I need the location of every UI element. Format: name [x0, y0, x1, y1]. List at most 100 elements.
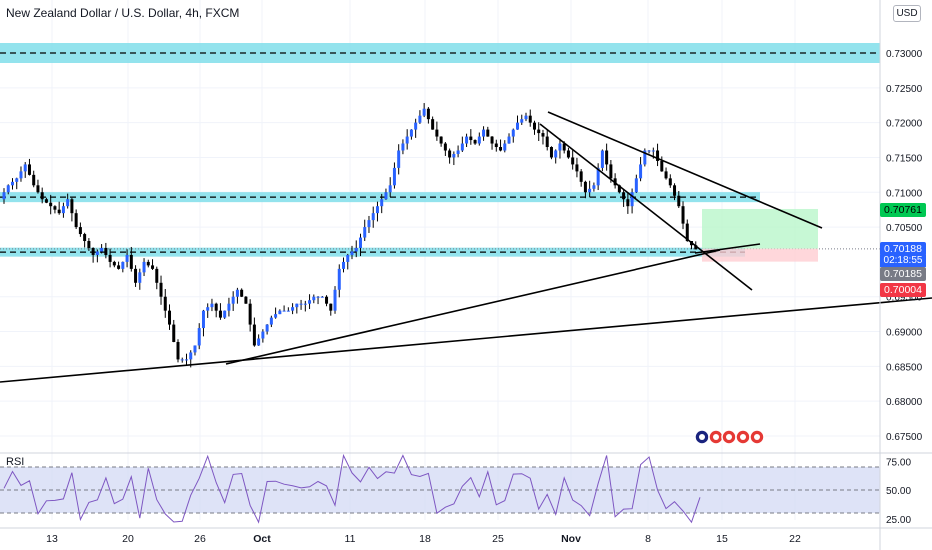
candle-body — [227, 303, 231, 311]
rsi-tick-label: 75.00 — [886, 457, 911, 468]
candle-body — [571, 157, 575, 165]
time-tick-label: 25 — [492, 533, 504, 545]
trendline — [547, 111, 823, 229]
rsi-label[interactable]: RSI — [6, 456, 25, 468]
candle-body — [600, 150, 604, 168]
candle-body — [308, 300, 312, 304]
economic-events[interactable] — [694, 429, 765, 445]
candle-body — [465, 136, 469, 144]
chart-title: New Zealand Dollar / U.S. Dollar, 4h, FX… — [6, 6, 240, 20]
candle-body — [36, 185, 40, 193]
candle-body — [83, 234, 87, 242]
candle-body — [558, 143, 562, 151]
candle-body — [23, 164, 27, 172]
candle-body — [520, 119, 524, 123]
candle-body — [286, 310, 290, 312]
candle-body — [549, 147, 553, 158]
currency-badge[interactable]: USD — [893, 5, 921, 22]
stop-price-tag: 0.70004 — [880, 283, 926, 297]
candle-body — [172, 324, 176, 342]
candle-body — [189, 352, 193, 360]
candle-body — [575, 164, 579, 172]
candle-body — [151, 265, 155, 269]
candle-body — [452, 153, 456, 158]
candle-body — [409, 129, 413, 137]
candle-body — [363, 227, 367, 238]
trendlines[interactable] — [0, 111, 932, 383]
rsi-band — [0, 467, 880, 513]
candle-body — [40, 192, 44, 200]
time-tick-label: 26 — [194, 533, 206, 545]
trendline — [539, 123, 753, 291]
last-price-tag: 0.70188 — [880, 242, 926, 256]
time-tick-label: Oct — [253, 533, 271, 545]
candle-body — [134, 268, 138, 283]
candle-body — [639, 164, 643, 179]
candle-body — [218, 310, 222, 318]
candle-body — [61, 206, 65, 214]
time-tick-label: 18 — [419, 533, 431, 545]
price-tick-label: 0.68000 — [886, 397, 923, 408]
candle-body — [325, 296, 329, 304]
candle-body — [516, 122, 520, 130]
candle-body — [312, 296, 316, 301]
candle-body — [528, 115, 532, 123]
price-tick-label: 0.71500 — [886, 153, 923, 164]
time-tick-label: 8 — [645, 533, 651, 545]
candle-body — [291, 307, 295, 311]
candle-body — [473, 140, 477, 144]
candle-body — [210, 303, 214, 308]
candle-body — [681, 206, 685, 224]
loss-zone — [702, 248, 818, 262]
candle-body — [6, 185, 10, 193]
candle-body — [439, 136, 443, 144]
candle-body — [486, 129, 490, 137]
candle-body — [545, 136, 549, 148]
candle-body — [112, 261, 116, 266]
candle-body — [125, 254, 129, 262]
trendline — [0, 297, 932, 383]
candle-body — [596, 167, 600, 186]
support-resistance-zones[interactable] — [0, 43, 880, 257]
candle-body — [511, 129, 515, 137]
candle-body — [44, 199, 48, 203]
rsi-pane[interactable] — [0, 452, 932, 524]
candle-body — [27, 164, 31, 175]
candle-body — [329, 303, 333, 311]
time-tick-label: 11 — [345, 533, 356, 545]
candle-body — [248, 303, 252, 325]
candle-body — [197, 328, 201, 346]
time-tick-label: 13 — [46, 533, 58, 545]
candle-body — [668, 178, 672, 186]
candle-body — [2, 192, 6, 200]
profit-zone — [702, 208, 818, 249]
candle-body — [494, 143, 498, 148]
candle-body — [180, 359, 184, 361]
candle-body — [244, 296, 248, 304]
candle-body — [490, 136, 494, 144]
candle-body — [435, 129, 439, 137]
long-position-tool[interactable] — [702, 208, 818, 262]
candle-body — [554, 150, 558, 158]
candle-body — [592, 185, 596, 189]
candle-body — [507, 136, 511, 144]
candle-body — [350, 251, 354, 255]
candle-body — [57, 209, 61, 214]
trendline — [694, 243, 761, 254]
candle-body — [19, 171, 23, 179]
candle-body — [333, 289, 337, 311]
candle-body — [448, 150, 452, 158]
candle-body — [87, 241, 91, 248]
candle-body — [541, 133, 545, 137]
candle-body — [354, 247, 358, 252]
candle-body — [121, 261, 125, 269]
candle-body — [320, 296, 324, 298]
candle-body — [66, 199, 70, 207]
candle-body — [206, 307, 210, 311]
candle-body — [401, 143, 405, 151]
candle-body — [337, 268, 341, 290]
candle-body — [261, 331, 265, 339]
candle-body — [358, 237, 362, 248]
candle-body — [418, 115, 422, 123]
